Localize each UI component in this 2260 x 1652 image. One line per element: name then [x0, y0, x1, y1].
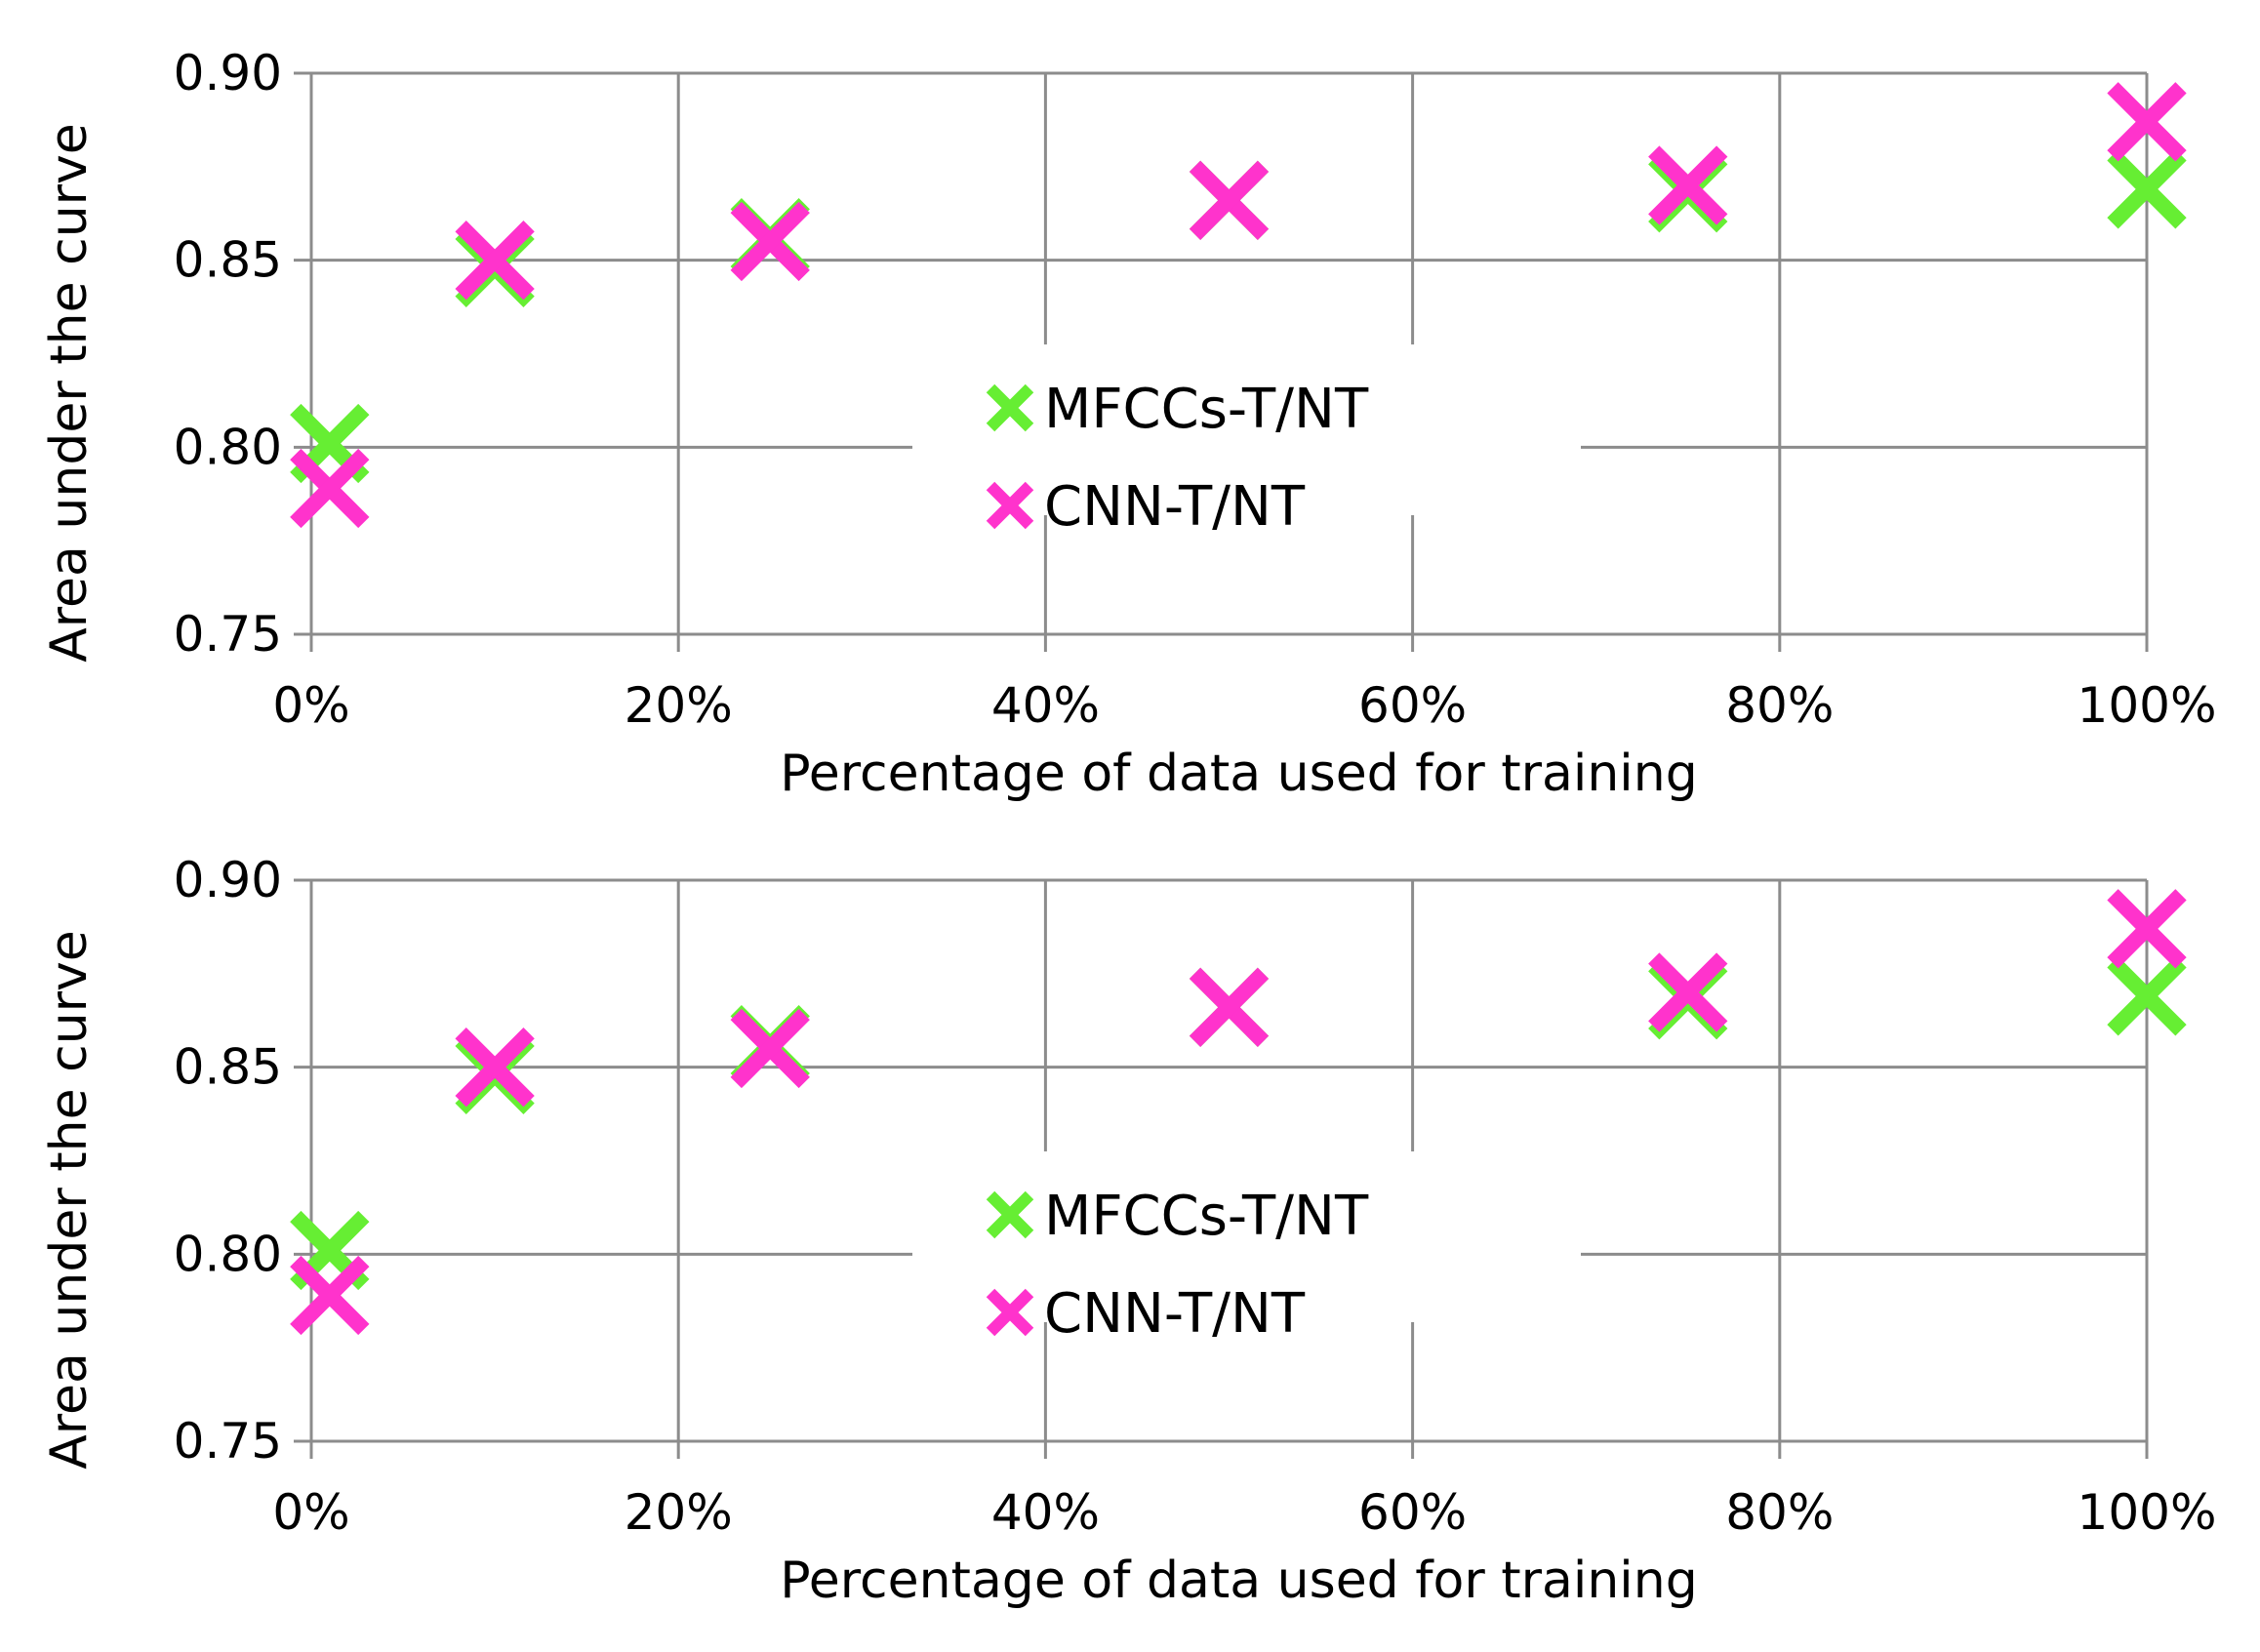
y-tick-label: 0.75 — [174, 606, 282, 663]
data-point — [1189, 967, 1270, 1047]
x-tick-label: 0% — [272, 1484, 349, 1541]
y-axis-title: Area under the curve — [40, 930, 99, 1470]
x-tick-label: 20% — [625, 1484, 733, 1541]
data-point — [2107, 956, 2187, 1036]
data-point — [290, 448, 370, 529]
x-tick-label: 60% — [1358, 677, 1467, 734]
legend-marker-icon — [986, 1288, 1034, 1337]
chart-panel-2: 0.75 0.80 0.85 0.90 0% 20% 40% 60% 80% 100% Percen… — [40, 852, 2216, 1610]
x-axis-title: Percentage of data used for training — [780, 745, 1697, 803]
y-tick-label: 0.80 — [174, 419, 282, 475]
data-point — [2107, 889, 2187, 969]
x-tick-label: 40% — [991, 1484, 1100, 1541]
x-tick-label: 60% — [1358, 1484, 1467, 1541]
x-axis-title: Percentage of data used for training — [780, 1551, 1697, 1610]
data-point — [1648, 145, 1728, 225]
legend-item: CNN-T/NT — [986, 475, 1306, 539]
y-tick-label: 0.75 — [174, 1413, 282, 1470]
legend-item: CNN-T/NT — [986, 1282, 1306, 1346]
x-tick-label: 100% — [2078, 677, 2217, 734]
legend-marker-icon — [986, 383, 1034, 432]
data-point — [290, 1255, 370, 1336]
data-point — [1189, 160, 1270, 240]
series-cnn — [290, 889, 2187, 1336]
x-tick-label: 40% — [991, 677, 1100, 734]
x-tick-label: 20% — [625, 677, 733, 734]
x-tick-label: 0% — [272, 677, 349, 734]
data-point — [730, 201, 810, 282]
x-tick-label: 100% — [2078, 1484, 2217, 1541]
y-tick-label: 0.90 — [174, 45, 282, 101]
legend-label: CNN-T/NT — [1044, 475, 1306, 539]
data-point — [2107, 149, 2187, 229]
y-tick-label: 0.85 — [174, 232, 282, 289]
data-point — [730, 1008, 810, 1089]
data-point — [455, 221, 535, 301]
y-tick-label: 0.90 — [174, 852, 282, 908]
legend-item: MFCCs-T/NT — [986, 378, 1369, 441]
y-tick-label: 0.85 — [174, 1039, 282, 1096]
data-point — [1648, 952, 1728, 1032]
data-point — [2107, 82, 2187, 162]
y-axis-title: Area under the curve — [40, 123, 99, 663]
x-tick-label: 80% — [1725, 1484, 1834, 1541]
legend-marker-icon — [986, 481, 1034, 530]
y-tick-label: 0.80 — [174, 1226, 282, 1282]
legend-label: MFCCs-T/NT — [1044, 378, 1369, 441]
series-cnn — [290, 82, 2187, 529]
x-tick-label: 80% — [1725, 677, 1834, 734]
chart-panel-1: 0.75 0.80 0.85 0.90 0% 20% 40% 60% 80% 100% Percen… — [40, 45, 2216, 803]
legend-label: CNN-T/NT — [1044, 1282, 1306, 1346]
legend-item: MFCCs-T/NT — [986, 1185, 1369, 1248]
data-point — [455, 1027, 535, 1108]
legend-label: MFCCs-T/NT — [1044, 1185, 1369, 1248]
legend-marker-icon — [986, 1190, 1034, 1239]
